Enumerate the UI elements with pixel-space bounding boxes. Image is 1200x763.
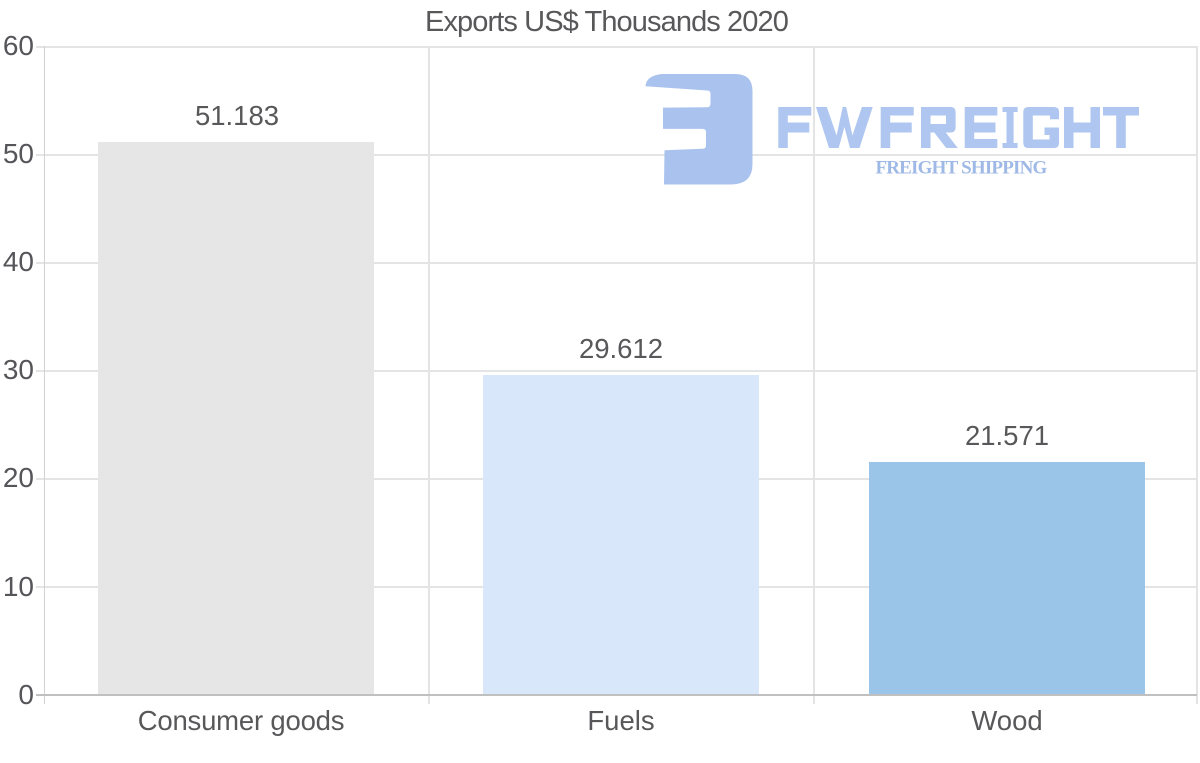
svg-text:FREIGHT SHIPPING: FREIGHT SHIPPING — [875, 158, 1047, 179]
